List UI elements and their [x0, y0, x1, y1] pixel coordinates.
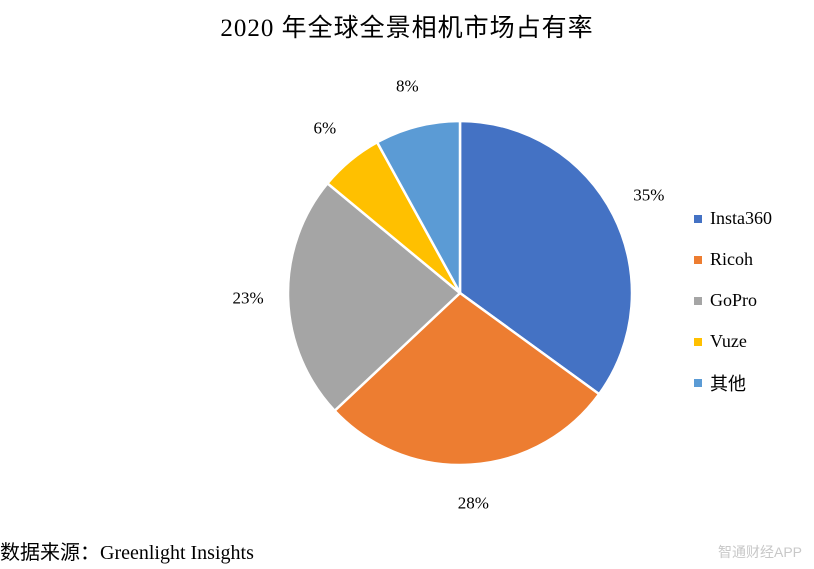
pie-slices [286, 119, 634, 467]
chart-title: 2020 年全球全景相机市场占有率 [220, 15, 594, 42]
legend-item: Ricoh [694, 239, 772, 280]
legend-swatch [694, 296, 702, 305]
data-label-其他: 8% [396, 77, 419, 96]
watermark: 智通财经APP [717, 544, 802, 560]
legend-swatch [694, 337, 702, 346]
legend-swatch [694, 214, 702, 223]
legend-label: Ricoh [710, 249, 753, 269]
source-note: 数据来源：Greenlight Insights [0, 542, 254, 564]
legend-label: GoPro [710, 290, 758, 310]
legend-label: 其他 [710, 373, 746, 394]
legend-item: GoPro [694, 280, 772, 321]
pie-slice-ricoh [332, 291, 601, 467]
legend-item: 其他 [694, 362, 772, 403]
pie-slice-其他 [375, 119, 462, 294]
pie-slice-gopro [286, 181, 462, 413]
legend: Insta360 Ricoh GoPro Vuze 其他 [694, 198, 772, 403]
legend-item: Vuze [694, 321, 772, 362]
data-label-ricoh: 28% [458, 493, 489, 512]
data-label-vuze: 6% [314, 119, 337, 138]
legend-label: Vuze [710, 331, 747, 351]
pie-slice-insta360 [458, 119, 634, 396]
legend-item: Insta360 [694, 198, 772, 239]
data-label-insta360: 35% [633, 186, 664, 205]
legend-swatch [694, 255, 702, 264]
legend-swatch [694, 378, 702, 387]
data-label-gopro: 23% [233, 289, 264, 308]
pie-data-labels: 35% 28% 23% 6% 8% [233, 77, 665, 513]
legend-label: Insta360 [710, 208, 772, 228]
